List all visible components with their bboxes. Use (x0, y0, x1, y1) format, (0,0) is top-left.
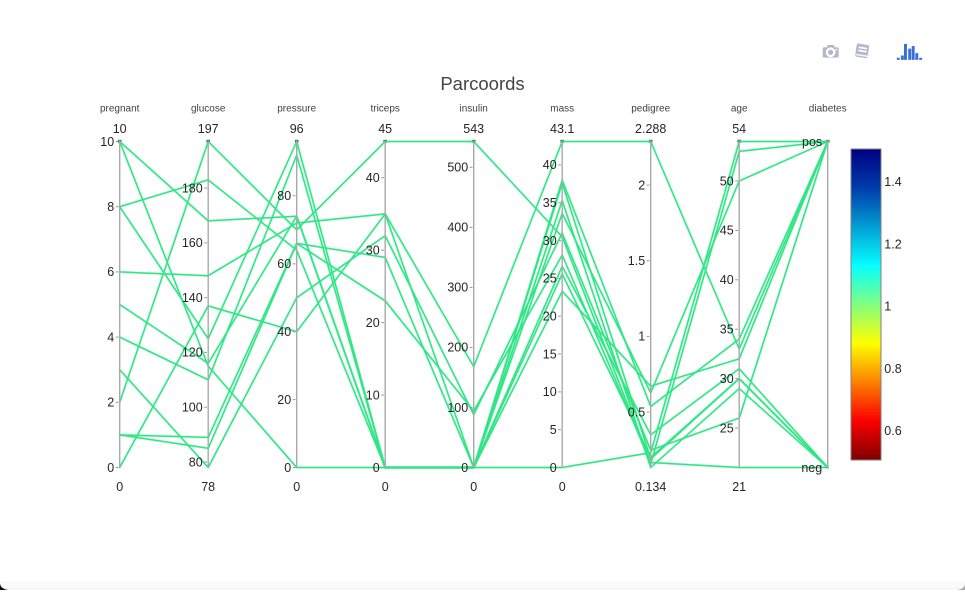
svg-text:80: 80 (189, 455, 203, 469)
svg-text:60: 60 (277, 257, 291, 271)
svg-text:10: 10 (366, 388, 380, 402)
svg-text:2: 2 (107, 396, 114, 410)
svg-text:197: 197 (198, 122, 219, 136)
svg-text:mass: mass (550, 104, 574, 115)
svg-text:40: 40 (720, 273, 734, 287)
svg-text:0: 0 (559, 480, 566, 494)
svg-text:pregnant: pregnant (100, 104, 140, 115)
svg-text:543: 543 (463, 122, 484, 136)
svg-text:10: 10 (100, 135, 114, 149)
svg-text:40: 40 (277, 325, 291, 339)
svg-text:45: 45 (378, 122, 392, 136)
svg-text:4: 4 (107, 330, 114, 344)
svg-text:diabetes: diabetes (809, 104, 847, 115)
svg-text:glucose: glucose (191, 104, 226, 115)
svg-text:pressure: pressure (277, 104, 316, 115)
svg-text:8: 8 (107, 200, 114, 214)
svg-text:1.5: 1.5 (628, 254, 645, 268)
svg-text:160: 160 (182, 236, 203, 250)
svg-text:45: 45 (720, 224, 734, 238)
svg-text:0: 0 (284, 461, 291, 475)
svg-text:54: 54 (732, 122, 746, 136)
svg-text:35: 35 (720, 323, 734, 337)
svg-text:400: 400 (447, 221, 468, 235)
svg-text:100: 100 (182, 401, 203, 415)
svg-text:0: 0 (116, 480, 123, 494)
svg-text:78: 78 (201, 480, 215, 494)
svg-text:20: 20 (277, 393, 291, 407)
svg-text:20: 20 (366, 316, 380, 330)
svg-text:10: 10 (113, 122, 127, 136)
svg-text:300: 300 (447, 281, 468, 295)
svg-text:2.288: 2.288 (635, 122, 666, 136)
svg-text:15: 15 (543, 347, 557, 361)
svg-text:0: 0 (107, 461, 114, 475)
svg-text:200: 200 (447, 341, 468, 355)
svg-text:500: 500 (447, 161, 468, 175)
svg-text:6: 6 (107, 265, 114, 279)
svg-text:80: 80 (277, 189, 291, 203)
svg-text:96: 96 (290, 122, 304, 136)
svg-text:100: 100 (447, 401, 468, 415)
svg-text:0.8: 0.8 (884, 362, 901, 376)
svg-text:0: 0 (382, 480, 389, 494)
svg-text:20: 20 (543, 310, 557, 324)
svg-text:50: 50 (720, 174, 734, 188)
svg-text:35: 35 (543, 196, 557, 210)
svg-text:30: 30 (720, 372, 734, 386)
svg-text:180: 180 (182, 181, 203, 195)
svg-text:0.5: 0.5 (628, 405, 645, 419)
svg-text:0: 0 (373, 461, 380, 475)
svg-text:30: 30 (543, 234, 557, 248)
svg-text:30: 30 (366, 244, 380, 258)
svg-text:0: 0 (550, 461, 557, 475)
svg-text:120: 120 (182, 346, 203, 360)
svg-text:pos: pos (802, 135, 822, 149)
svg-text:insulin: insulin (460, 104, 488, 115)
svg-text:0: 0 (470, 480, 477, 494)
svg-text:age: age (731, 104, 748, 115)
svg-text:1.2: 1.2 (884, 237, 901, 251)
svg-text:Parcoords: Parcoords (440, 73, 524, 94)
svg-text:0.134: 0.134 (635, 480, 666, 494)
svg-text:0.6: 0.6 (884, 424, 901, 438)
svg-text:2: 2 (638, 178, 645, 192)
svg-text:pedigree: pedigree (631, 104, 670, 115)
svg-text:25: 25 (720, 421, 734, 435)
svg-text:40: 40 (366, 171, 380, 185)
svg-text:1: 1 (884, 300, 891, 314)
svg-text:25: 25 (543, 272, 557, 286)
svg-text:43.1: 43.1 (550, 122, 574, 136)
svg-text:triceps: triceps (370, 104, 399, 115)
svg-text:21: 21 (732, 480, 746, 494)
svg-text:neg: neg (801, 461, 822, 475)
svg-text:40: 40 (543, 158, 557, 172)
svg-text:140: 140 (182, 291, 203, 305)
svg-text:0: 0 (293, 480, 300, 494)
svg-text:0: 0 (461, 461, 468, 475)
svg-text:5: 5 (550, 423, 557, 437)
svg-text:10: 10 (543, 385, 557, 399)
svg-text:1.4: 1.4 (884, 175, 901, 189)
svg-text:1: 1 (638, 330, 645, 344)
